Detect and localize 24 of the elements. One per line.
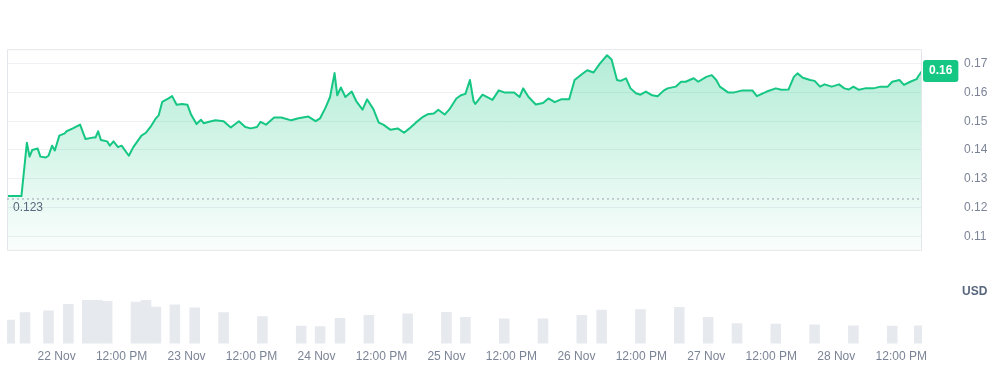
x-tick-label: 24 Nov [297, 349, 336, 364]
y-tick-label: 0.13 [964, 171, 988, 186]
y-tick-label: 0.11 [964, 228, 987, 243]
x-tick-label: 22 Nov [37, 349, 76, 364]
y-tick-label: 0.12 [964, 199, 988, 214]
x-tick-label: 12:00 PM [615, 349, 668, 364]
y-tick-label: 0.14 [964, 142, 988, 157]
x-tick-label: 12:00 PM [875, 349, 927, 364]
x-tick-label: 26 Nov [557, 349, 596, 364]
x-tick-label: 23 Nov [167, 349, 206, 364]
x-tick-label: 27 Nov [687, 349, 726, 364]
x-tick-label: 12:00 PM [745, 349, 797, 364]
y-tick-label: 0.15 [964, 113, 988, 128]
annotation: 0.16 [929, 63, 953, 78]
x-tick-label: 25 Nov [427, 349, 466, 364]
x-tick-label: 12:00 PM [355, 349, 408, 364]
x-tick-label: 28 Nov [817, 349, 856, 364]
ref-line-label: 0.123 [13, 200, 44, 215]
x-tick-label: 12:00 PM [95, 349, 148, 364]
y-axis-title: USD [962, 284, 988, 299]
y-tick-label: 0.16 [964, 84, 988, 99]
x-tick-label: 12:00 PM [485, 349, 538, 364]
y-tick-label: 0.17 [964, 55, 988, 70]
x-tick-label: 12:00 PM [225, 349, 278, 364]
